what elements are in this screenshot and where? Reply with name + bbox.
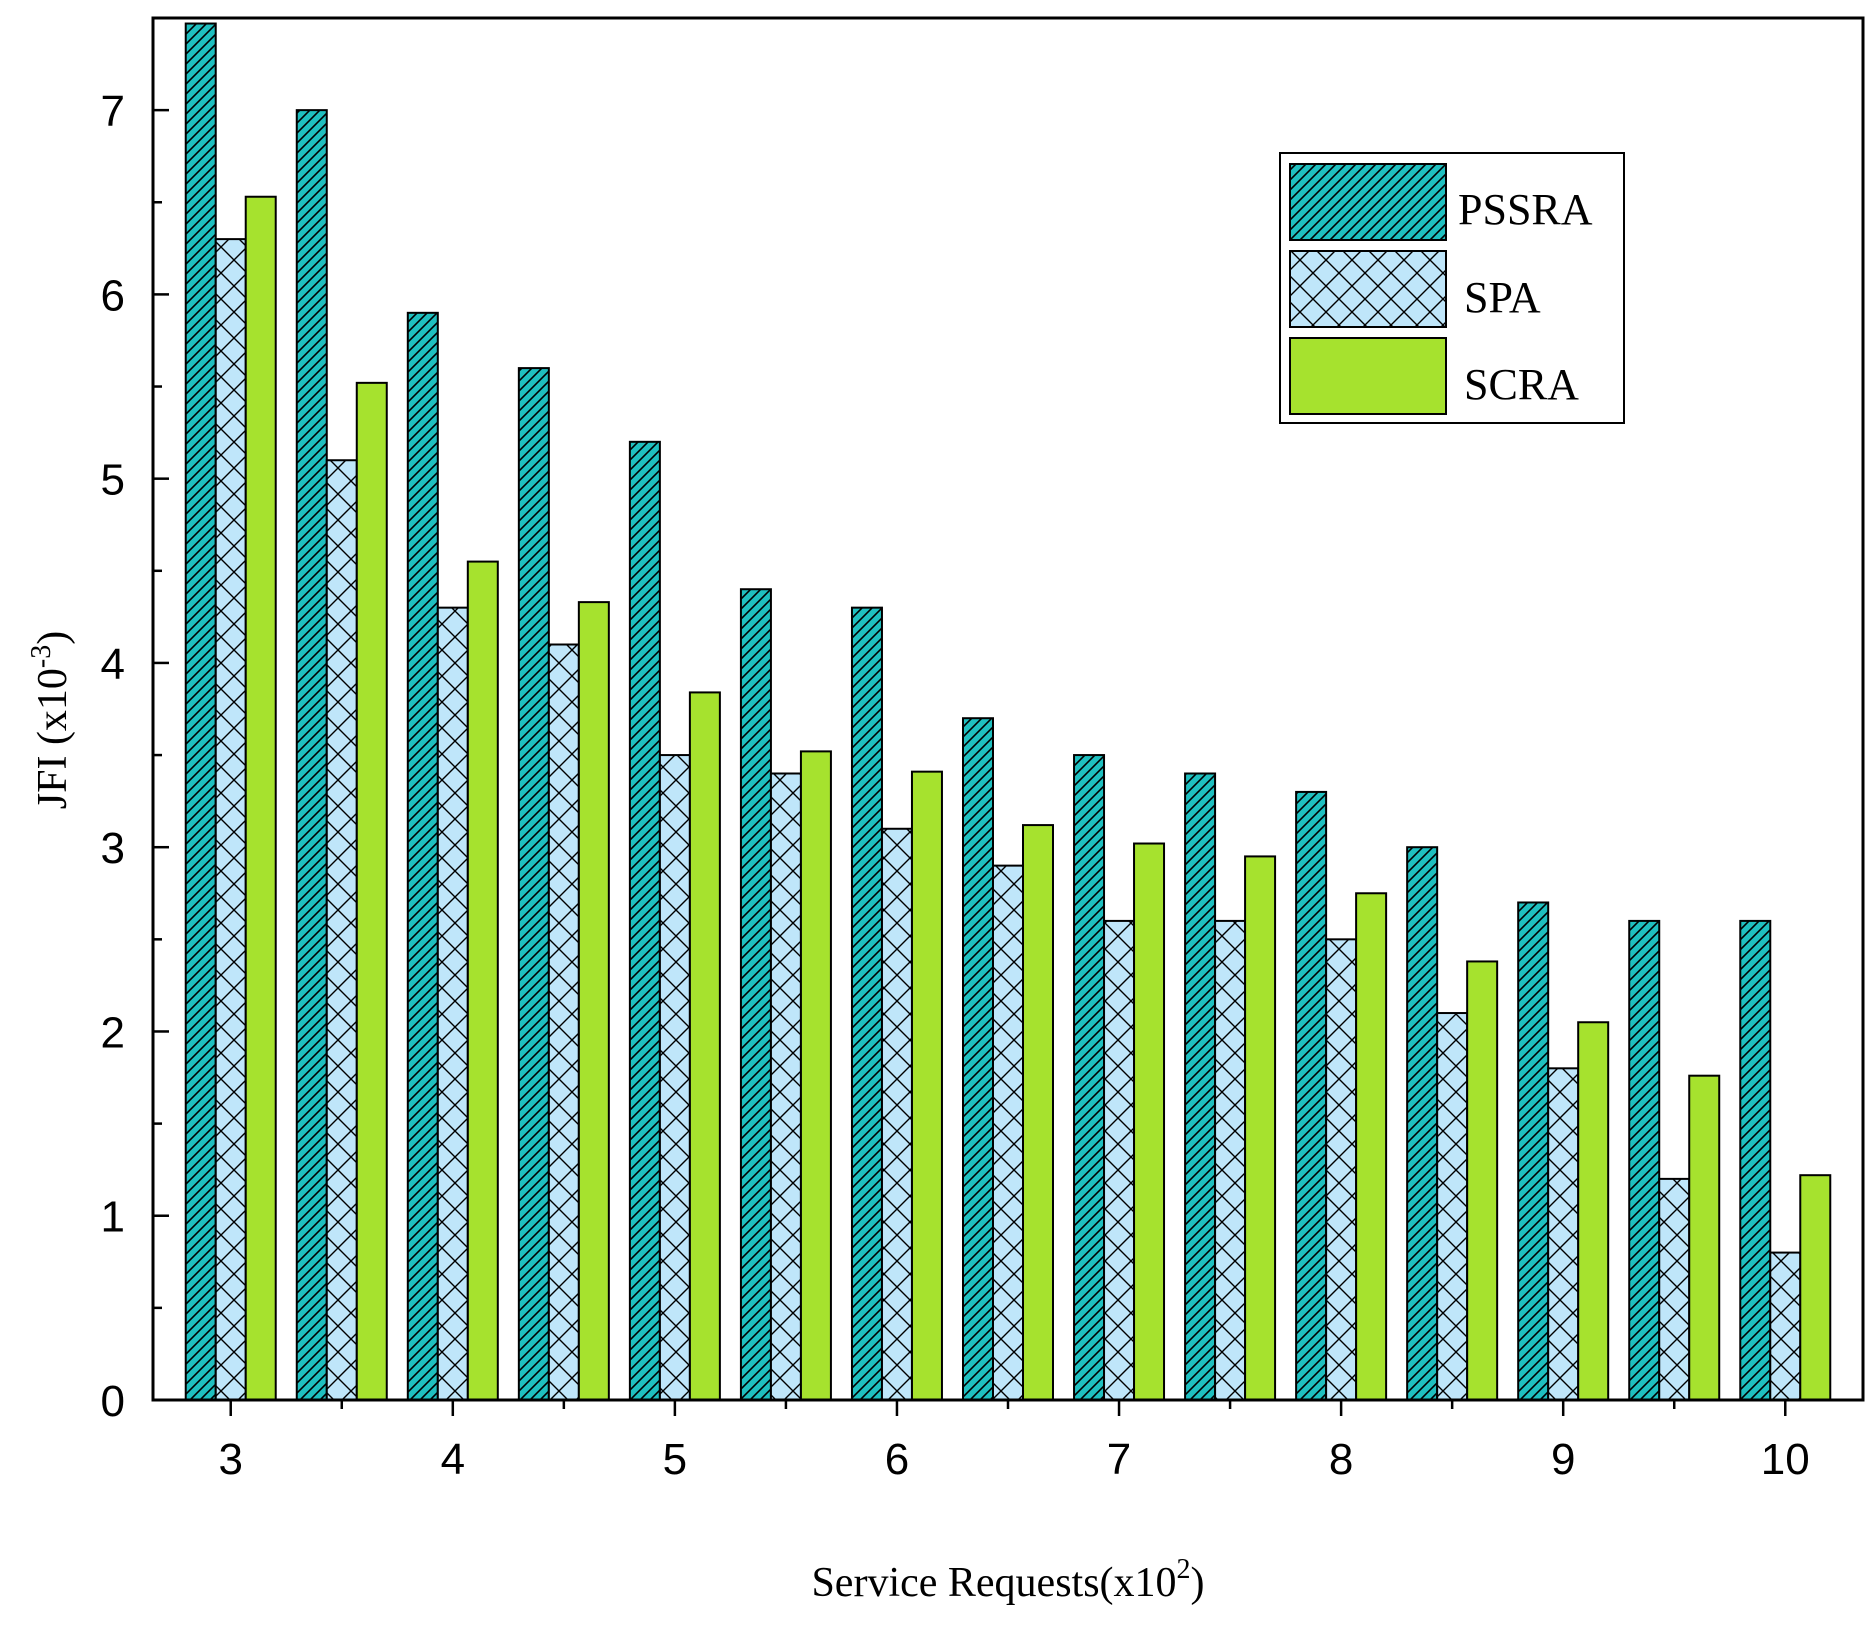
bar-spa-5 <box>769 772 802 1401</box>
bar-pssra-11 <box>1406 846 1439 1401</box>
y-axis-title: JFI (x10-3) <box>26 631 76 810</box>
x-tick-label-7: 7 <box>1107 1435 1131 1484</box>
bar-scra-14 <box>1799 1174 1832 1402</box>
x-axis-title-close: ) <box>1191 1560 1205 1606</box>
bar-spa-10 <box>1325 938 1358 1401</box>
y-axis-title-sup: -3 <box>26 645 57 668</box>
bar-spa-9 <box>1214 919 1247 1401</box>
bar-pssra-13 <box>1628 919 1661 1401</box>
bar-spa-12 <box>1547 1067 1580 1401</box>
bar-pssra-4 <box>628 440 661 1401</box>
legend-label-scra: SCRA <box>1464 360 1579 409</box>
x-axis-title-main: Service Requests(x10 <box>811 1560 1176 1606</box>
bar-pssra-6 <box>850 606 883 1401</box>
bar-scra-12 <box>1577 1021 1610 1402</box>
y-tick-label-4: 4 <box>101 640 125 689</box>
x-tick-label-4: 4 <box>441 1435 465 1484</box>
x-tick-label-8: 8 <box>1329 1435 1353 1484</box>
y-tick-label-1: 1 <box>101 1193 125 1242</box>
x-tick-label-9: 9 <box>1551 1435 1575 1484</box>
x-tick-label-5: 5 <box>663 1435 687 1484</box>
bar-pssra-1 <box>295 109 328 1402</box>
legend-swatch-scra <box>1289 337 1447 415</box>
y-axis-title-main: JFI (x10 <box>30 668 76 809</box>
bar-spa-3 <box>547 643 580 1401</box>
bar-pssra-8 <box>1073 754 1106 1401</box>
bar-scra-7 <box>1022 824 1054 1401</box>
bar-spa-13 <box>1658 1177 1691 1401</box>
bar-scra-1 <box>355 381 388 1401</box>
legend: PSSRA SPA SCRA <box>1279 152 1625 424</box>
x-tick-label-3: 3 <box>218 1435 242 1484</box>
bar-spa-8 <box>1103 919 1136 1401</box>
bar-pssra-12 <box>1517 901 1550 1401</box>
bar-spa-14 <box>1769 1251 1802 1401</box>
bar-pssra-14 <box>1739 919 1772 1401</box>
bar-scra-13 <box>1688 1074 1721 1401</box>
bar-spa-4 <box>658 754 691 1401</box>
bar-scra-8 <box>1133 842 1166 1401</box>
bar-pssra-7 <box>962 717 994 1401</box>
y-tick-label-0: 0 <box>101 1377 125 1426</box>
y-tick-label-3: 3 <box>101 824 125 873</box>
bar-spa-7 <box>992 864 1024 1401</box>
bar-spa-0 <box>214 238 247 1401</box>
legend-swatch-pssra <box>1289 163 1447 241</box>
bar-pssra-0 <box>184 22 217 1402</box>
bars-layer <box>184 22 1832 1402</box>
bar-pssra-5 <box>739 588 772 1401</box>
bar-pssra-9 <box>1184 772 1217 1401</box>
bar-pssra-2 <box>406 311 439 1401</box>
bar-scra-2 <box>466 560 499 1401</box>
bar-spa-6 <box>880 827 913 1401</box>
bar-scra-6 <box>910 770 943 1401</box>
bar-spa-1 <box>325 459 358 1401</box>
y-tick-label-7: 7 <box>101 87 125 136</box>
legend-swatch-spa <box>1289 250 1447 328</box>
x-tick-label-10: 10 <box>1761 1435 1810 1484</box>
y-tick-label-2: 2 <box>101 1008 125 1057</box>
bar-scra-10 <box>1355 892 1388 1401</box>
bar-spa-11 <box>1436 1012 1469 1401</box>
y-tick-label-6: 6 <box>101 271 125 320</box>
legend-label-pssra: PSSRA <box>1458 185 1593 234</box>
x-tick-label-6: 6 <box>885 1435 909 1484</box>
bar-pssra-10 <box>1295 790 1328 1401</box>
bar-scra-0 <box>244 195 277 1402</box>
x-axis-title: Service Requests(x102) <box>811 1554 1204 1606</box>
bar-spa-2 <box>436 606 469 1401</box>
y-axis-title-close: ) <box>30 631 76 645</box>
bar-scra-5 <box>799 750 832 1401</box>
legend-label-spa: SPA <box>1464 273 1541 322</box>
bar-scra-11 <box>1466 960 1499 1401</box>
x-axis-title-sup: 2 <box>1177 1554 1191 1585</box>
ticks-layer: 0 1 2 3 4 5 6 7 3 4 5 6 7 8 9 10 <box>101 16 1810 1484</box>
bar-scra-4 <box>688 691 721 1401</box>
y-tick-label-5: 5 <box>101 456 125 505</box>
bar-pssra-3 <box>517 367 550 1401</box>
bar-scra-9 <box>1244 855 1277 1401</box>
bar-scra-3 <box>577 601 610 1401</box>
